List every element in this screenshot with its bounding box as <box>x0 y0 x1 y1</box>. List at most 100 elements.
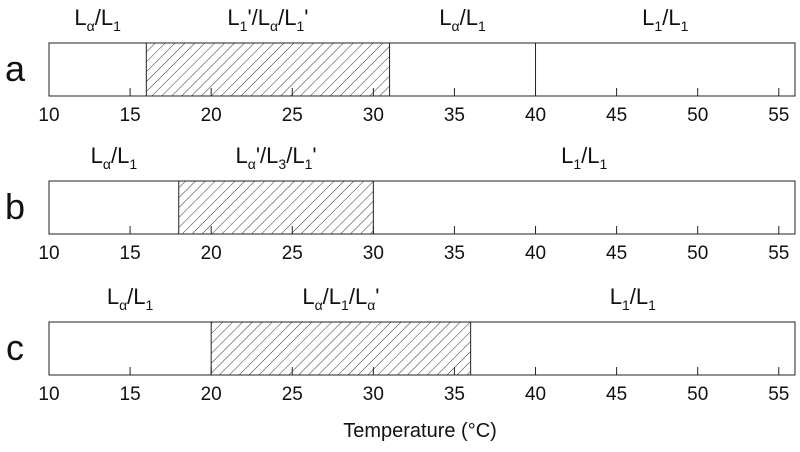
x-tick-label: 25 <box>282 243 303 264</box>
region <box>49 43 147 96</box>
label-part: /L <box>286 143 304 168</box>
x-tick-label: 15 <box>120 384 141 405</box>
x-tick-label: 40 <box>525 384 546 405</box>
label-part: 1 <box>296 18 304 34</box>
panel-label: a <box>5 48 26 89</box>
label-part: 1 <box>146 297 154 313</box>
x-tick-label: 55 <box>768 243 789 264</box>
label-part: L <box>74 5 86 30</box>
label-part: α <box>103 156 111 172</box>
region-label: Lα/L1 <box>91 143 138 172</box>
hatched-region <box>146 43 390 96</box>
x-tick-label: 25 <box>282 384 303 405</box>
label-part: α <box>87 18 95 34</box>
x-tick-label: 35 <box>444 105 465 126</box>
label-part: α <box>367 297 375 313</box>
x-tick-label: 20 <box>201 384 222 405</box>
hatched-region <box>178 181 374 234</box>
panel-frame <box>48 180 796 235</box>
region-label: Lα/L1 <box>74 5 121 34</box>
label-part: 1 <box>573 156 581 172</box>
label-part: 1 <box>648 297 656 313</box>
x-tick-label: 45 <box>606 105 627 126</box>
label-part: /L <box>95 5 113 30</box>
region-label: L1/L1 <box>561 143 607 172</box>
panel-label: c <box>6 327 24 368</box>
region <box>49 181 179 234</box>
label-part: 1 <box>113 18 121 34</box>
label-part: /L <box>630 284 648 309</box>
label-part: α <box>270 18 278 34</box>
x-tick-label: 35 <box>444 384 465 405</box>
label-part: L <box>236 143 248 168</box>
x-tick-label: 55 <box>768 384 789 405</box>
label-part: '/L <box>256 143 279 168</box>
x-tick-label: 45 <box>606 243 627 264</box>
region-label: L1/L1 <box>610 284 656 313</box>
label-part: '/L <box>247 5 270 30</box>
label-part: 1 <box>478 18 486 34</box>
x-tick-label: 15 <box>120 105 141 126</box>
label-part: L <box>561 143 573 168</box>
hatched-region <box>211 322 471 375</box>
x-tick-label: 20 <box>201 105 222 126</box>
x-tick-label: 55 <box>768 105 789 126</box>
label-part: 3 <box>278 156 286 172</box>
region-label: Lα'/L3/L1' <box>236 143 317 172</box>
x-tick-label: 25 <box>282 105 303 126</box>
x-tick-label: 10 <box>38 243 59 264</box>
x-tick-label: 15 <box>120 243 141 264</box>
label-part: ' <box>375 284 379 309</box>
label-part: /L <box>278 5 296 30</box>
label-part: L <box>439 5 451 30</box>
region-label: L1'/Lα/L1' <box>227 5 308 34</box>
label-part: 1 <box>622 297 630 313</box>
region <box>470 322 795 375</box>
label-part: α <box>315 297 323 313</box>
label-part: 1 <box>654 18 662 34</box>
region-label: Lα/L1 <box>107 284 154 313</box>
label-part: α <box>119 297 127 313</box>
label-part: /L <box>111 143 129 168</box>
panel-frame <box>48 42 796 97</box>
region <box>389 43 536 96</box>
x-tick-label: 50 <box>687 243 708 264</box>
x-tick-label: 40 <box>525 105 546 126</box>
region-label: Lα/L1 <box>439 5 486 34</box>
label-part: /L <box>349 284 367 309</box>
region-label: L1/L1 <box>642 5 688 34</box>
x-tick-label: 30 <box>363 243 384 264</box>
label-part: L <box>107 284 119 309</box>
x-tick-label: 30 <box>363 384 384 405</box>
label-part: /L <box>662 5 680 30</box>
label-part: 1 <box>599 156 607 172</box>
panel-label: b <box>5 186 25 227</box>
label-part: α <box>452 18 460 34</box>
panel-frame <box>48 321 796 376</box>
label-part: /L <box>581 143 599 168</box>
label-part: /L <box>127 284 145 309</box>
x-tick-label: 50 <box>687 384 708 405</box>
label-part: 1 <box>305 156 313 172</box>
label-part: 1 <box>341 297 349 313</box>
x-tick-label: 35 <box>444 243 465 264</box>
label-part: 1 <box>681 18 689 34</box>
label-part: /L <box>323 284 341 309</box>
label-part: /L <box>460 5 478 30</box>
region <box>373 181 795 234</box>
x-tick-label: 10 <box>38 105 59 126</box>
x-tick-label: 50 <box>687 105 708 126</box>
x-tick-label: 30 <box>363 105 384 126</box>
label-part: L <box>610 284 622 309</box>
label-part: ' <box>312 143 316 168</box>
x-tick-label: 40 <box>525 243 546 264</box>
label-part: L <box>227 5 239 30</box>
label-part: L <box>642 5 654 30</box>
label-part: 1 <box>240 18 248 34</box>
region <box>49 322 212 375</box>
region <box>535 43 795 96</box>
region-label: Lα/L1/Lα' <box>302 284 379 313</box>
x-axis-label: Temperature (°C) <box>343 420 497 442</box>
label-part: L <box>302 284 314 309</box>
